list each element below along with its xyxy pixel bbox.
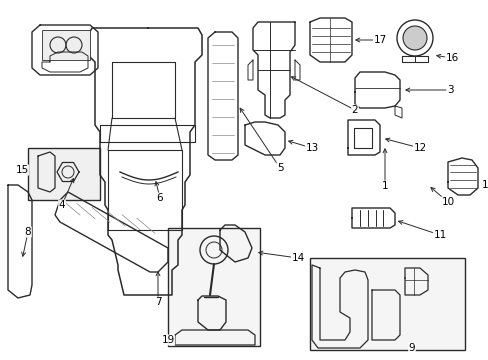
Text: 4: 4 (59, 200, 65, 210)
Text: 18: 18 (480, 180, 488, 190)
Text: 17: 17 (373, 35, 386, 45)
Text: 7: 7 (154, 297, 161, 307)
Text: 1: 1 (381, 181, 387, 191)
Text: 14: 14 (291, 253, 304, 263)
Text: 2: 2 (351, 105, 358, 115)
Text: 3: 3 (446, 85, 452, 95)
Text: 6: 6 (156, 193, 163, 203)
Text: 8: 8 (24, 227, 31, 237)
Bar (42, 30, 90, 60)
Text: 16: 16 (445, 53, 458, 63)
Text: 15: 15 (15, 165, 29, 175)
Text: 19: 19 (161, 335, 174, 345)
Bar (28, 148, 100, 200)
Bar (168, 228, 260, 346)
Text: 10: 10 (441, 197, 454, 207)
Text: 11: 11 (432, 230, 446, 240)
Text: 5: 5 (276, 163, 283, 173)
Circle shape (402, 26, 426, 50)
Text: 12: 12 (412, 143, 426, 153)
Text: 13: 13 (305, 143, 318, 153)
Text: 9: 9 (408, 343, 414, 353)
Bar (309, 258, 464, 350)
